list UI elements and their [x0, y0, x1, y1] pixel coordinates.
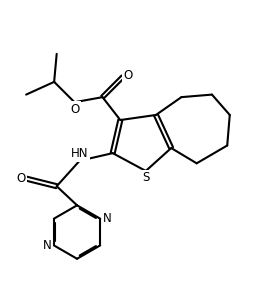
Text: O: O	[124, 69, 133, 82]
Text: N: N	[42, 239, 51, 252]
Text: O: O	[16, 172, 25, 185]
Text: S: S	[142, 171, 150, 184]
Text: N: N	[103, 212, 112, 225]
Text: HN: HN	[71, 147, 88, 160]
Text: O: O	[70, 103, 79, 116]
